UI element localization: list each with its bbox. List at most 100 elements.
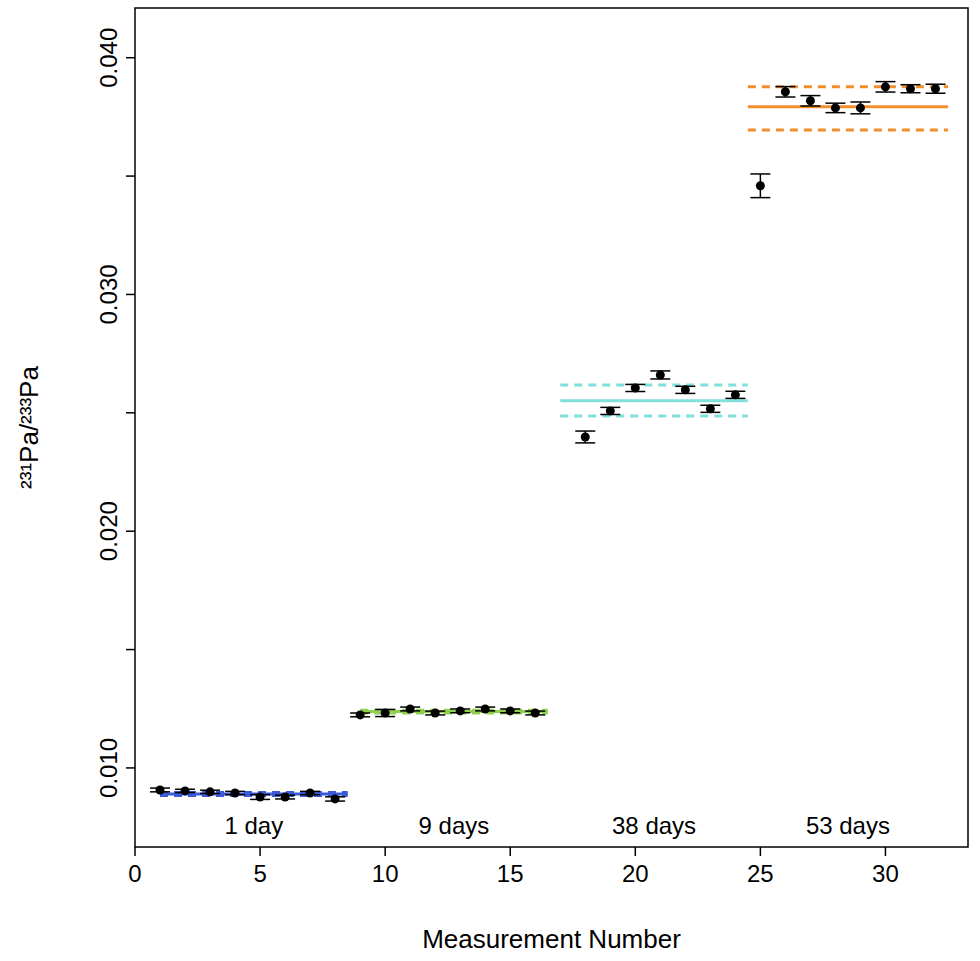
y-tick-label: 0.040: [95, 28, 122, 88]
point: [831, 103, 840, 112]
point: [906, 84, 915, 93]
point: [531, 709, 540, 718]
y-tick-label: 0.010: [95, 738, 122, 798]
x-tick-label: 25: [747, 860, 774, 887]
y-tick: [126, 294, 135, 296]
point: [481, 704, 490, 713]
error-bar: [700, 405, 720, 412]
point: [656, 370, 665, 379]
point: [931, 84, 940, 93]
y-tick-label: 0.020: [95, 501, 122, 561]
point: [681, 385, 690, 394]
group-mean-line: [560, 399, 748, 402]
error-cap: [850, 101, 870, 103]
point: [381, 709, 390, 718]
error-cap: [775, 96, 795, 98]
error-cap: [800, 95, 820, 97]
group-label: 1 day: [224, 812, 283, 839]
y-tick: [126, 57, 135, 59]
x-tick: [635, 847, 637, 856]
point: [281, 793, 290, 802]
x-tick: [384, 847, 386, 856]
plot-frame: [135, 8, 968, 847]
group-label: 9 days: [419, 812, 490, 839]
error-cap: [750, 197, 770, 199]
point: [631, 383, 640, 392]
error-bar: [850, 102, 870, 114]
point: [181, 786, 190, 795]
group-mean-line: [748, 105, 948, 108]
error-bar: [750, 174, 770, 198]
error-bar: [575, 431, 595, 443]
plot-area: [150, 82, 948, 804]
x-tick-label: 10: [372, 860, 399, 887]
y-tick: [126, 530, 135, 532]
y-tick: [126, 767, 135, 769]
group-label: 53 days: [806, 812, 890, 839]
x-tick-label: 15: [497, 860, 524, 887]
error-cap: [775, 86, 795, 88]
error-bar: [925, 84, 945, 93]
y-tick-label: 0.030: [95, 264, 122, 324]
group-bound-line: [748, 85, 948, 88]
point: [856, 103, 865, 112]
error-bar: [900, 85, 920, 93]
point: [756, 181, 765, 190]
point: [456, 706, 465, 715]
x-tick: [885, 847, 887, 856]
error-cap: [750, 173, 770, 175]
point: [306, 789, 315, 798]
point: [431, 709, 440, 718]
error-bar: [600, 407, 620, 414]
point: [506, 706, 515, 715]
error-cap: [800, 105, 820, 107]
error-cap: [850, 113, 870, 115]
x-tick: [760, 847, 762, 856]
y-tick: [126, 412, 135, 414]
y-tick: [126, 175, 135, 177]
point: [356, 710, 365, 719]
x-axis-title: Measurement Number: [422, 924, 681, 954]
point: [156, 785, 165, 794]
x-tick-label: 30: [872, 860, 899, 887]
x-tick-label: 5: [253, 860, 266, 887]
point: [881, 82, 890, 91]
point: [256, 793, 265, 802]
x-tick-label: 0: [128, 860, 141, 887]
error-bar: [775, 87, 795, 97]
group-bound-line: [560, 414, 748, 417]
error-bar: [625, 384, 645, 391]
error-cap: [575, 430, 595, 432]
error-cap: [575, 442, 595, 444]
point: [331, 794, 340, 803]
x-tick: [134, 847, 136, 856]
group-bound-line: [160, 794, 348, 797]
group-bound-line: [560, 383, 748, 386]
x-tick: [509, 847, 511, 856]
error-cap: [875, 91, 895, 93]
error-bar: [725, 391, 745, 398]
y-tick: [126, 649, 135, 651]
x-tick: [259, 847, 261, 856]
point: [706, 404, 715, 413]
error-cap: [875, 81, 895, 83]
error-bar: [875, 82, 895, 92]
group-label: 38 days: [612, 812, 696, 839]
error-bar: [650, 371, 670, 379]
y-axis-title: ²³¹Pa/²³³Pa: [14, 366, 44, 489]
point: [206, 787, 215, 796]
point: [581, 432, 590, 441]
point: [231, 789, 240, 798]
error-bar: [375, 709, 395, 716]
group-bound-line: [748, 128, 948, 131]
point: [781, 87, 790, 96]
x-tick-label: 20: [622, 860, 649, 887]
point: [406, 704, 415, 713]
error-bar: [800, 96, 820, 106]
point: [606, 406, 615, 415]
error-bar: [825, 103, 845, 112]
error-bar: [675, 386, 695, 393]
point: [731, 390, 740, 399]
point: [806, 96, 815, 105]
chart: 0 5 10 15 20 25 30 0.010 0.020 0.030 0.040 Measurem…: [0, 0, 980, 961]
